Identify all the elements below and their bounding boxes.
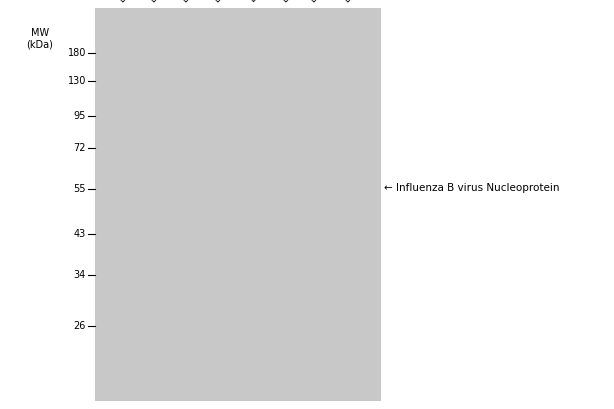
Text: 130: 130 — [68, 76, 86, 86]
Text: B/Florida/02/06: B/Florida/02/06 — [148, 0, 201, 4]
FancyBboxPatch shape — [172, 165, 187, 179]
Text: 26: 26 — [74, 321, 86, 331]
FancyBboxPatch shape — [267, 174, 292, 201]
Text: B/Wisconsin/1/10: B/Wisconsin/1/10 — [342, 0, 401, 4]
FancyBboxPatch shape — [172, 162, 187, 176]
FancyBboxPatch shape — [172, 153, 187, 167]
Text: B/Panama/45/90: B/Panama/45/90 — [308, 0, 364, 4]
Text: 180: 180 — [68, 48, 86, 58]
Text: B/Brisbane/33/08: B/Brisbane/33/08 — [117, 0, 176, 4]
FancyBboxPatch shape — [276, 88, 294, 101]
FancyBboxPatch shape — [294, 172, 322, 203]
FancyBboxPatch shape — [236, 175, 259, 200]
Text: B/Malaysia/2506/04: B/Malaysia/2506/04 — [248, 0, 314, 4]
FancyBboxPatch shape — [172, 159, 187, 173]
Text: 72: 72 — [74, 143, 86, 153]
FancyBboxPatch shape — [172, 151, 187, 164]
Text: B/Massachusetts/2/12: B/Massachusetts/2/12 — [279, 0, 353, 4]
Text: 55: 55 — [74, 184, 86, 194]
FancyBboxPatch shape — [170, 140, 188, 160]
Text: MW
(kDa): MW (kDa) — [26, 28, 53, 49]
FancyBboxPatch shape — [138, 175, 158, 200]
Text: 95: 95 — [74, 111, 86, 121]
Text: 34: 34 — [74, 270, 86, 280]
FancyBboxPatch shape — [166, 67, 193, 99]
FancyBboxPatch shape — [167, 174, 192, 201]
FancyBboxPatch shape — [107, 175, 126, 200]
FancyBboxPatch shape — [294, 89, 305, 101]
FancyBboxPatch shape — [172, 156, 187, 170]
Text: 43: 43 — [74, 229, 86, 239]
Text: B/Florida/04/06: B/Florida/04/06 — [179, 0, 232, 4]
Text: B/Florida/07/04: B/Florida/07/04 — [212, 0, 265, 4]
Text: ← Influenza B virus Nucleoprotein: ← Influenza B virus Nucleoprotein — [384, 182, 559, 193]
